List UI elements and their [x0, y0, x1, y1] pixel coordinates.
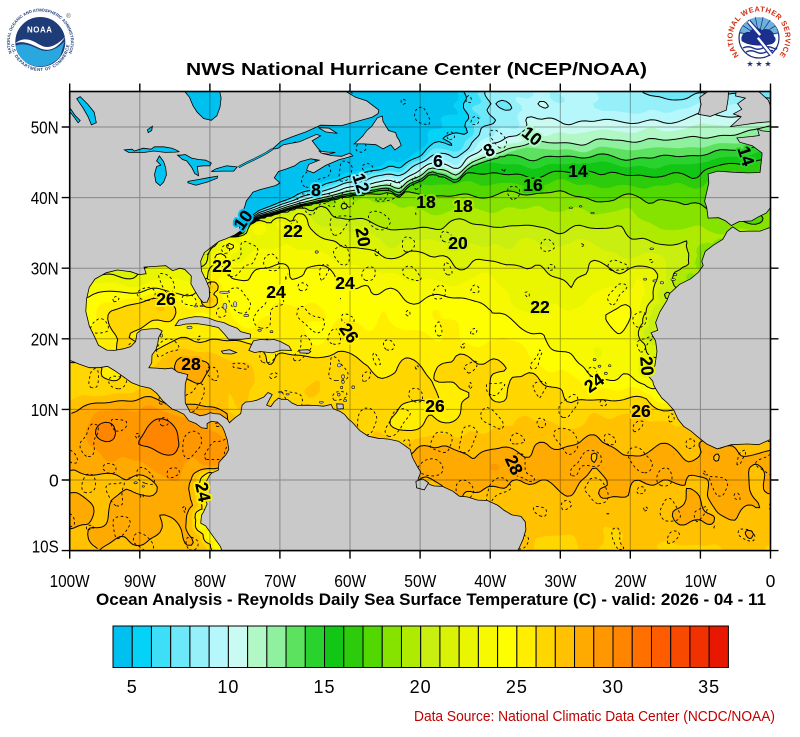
svg-text:70W: 70W [264, 571, 296, 591]
svg-text:22: 22 [212, 256, 232, 276]
svg-text:40W: 40W [474, 571, 506, 591]
svg-text:0: 0 [49, 471, 59, 491]
svg-text:25: 25 [506, 677, 528, 697]
svg-text:6: 6 [433, 151, 443, 171]
svg-text:18: 18 [453, 196, 473, 216]
svg-text:18: 18 [453, 196, 473, 216]
svg-text:20: 20 [636, 355, 658, 376]
svg-text:8: 8 [311, 180, 321, 200]
svg-text:★: ★ [746, 60, 753, 69]
svg-text:Ocean Analysis - Reynolds Dail: Ocean Analysis - Reynolds Daily Sea Surf… [96, 590, 766, 609]
svg-text:8: 8 [311, 180, 321, 200]
svg-text:24: 24 [191, 480, 215, 503]
svg-text:5: 5 [127, 677, 138, 697]
svg-text:26: 26 [631, 401, 651, 421]
svg-text:20: 20 [410, 677, 432, 697]
svg-text:★: ★ [755, 60, 762, 69]
svg-text:0: 0 [766, 571, 776, 591]
svg-text:26: 26 [425, 396, 445, 416]
svg-text:60W: 60W [334, 571, 366, 591]
svg-text:10N: 10N [31, 400, 59, 420]
svg-text:40N: 40N [31, 188, 59, 208]
svg-text:22: 22 [530, 297, 550, 317]
svg-text:30N: 30N [31, 259, 59, 279]
svg-text:®: ® [66, 13, 71, 20]
svg-text:24: 24 [335, 273, 355, 293]
svg-text:30W: 30W [544, 571, 576, 591]
svg-text:Data Source: National Climatic: Data Source: National Climatic Data Cent… [414, 709, 775, 725]
svg-text:26: 26 [156, 289, 176, 309]
svg-text:26: 26 [425, 396, 445, 416]
svg-text:10S: 10S [32, 537, 59, 557]
svg-text:26: 26 [156, 289, 176, 309]
svg-text:10: 10 [217, 677, 239, 697]
svg-text:22: 22 [283, 221, 303, 241]
svg-text:20: 20 [448, 233, 468, 253]
svg-text:24: 24 [266, 282, 286, 302]
svg-text:28: 28 [181, 354, 201, 374]
svg-text:20W: 20W [615, 571, 647, 591]
svg-text:26: 26 [631, 401, 651, 421]
svg-text:100W: 100W [50, 571, 90, 591]
svg-text:24: 24 [335, 273, 355, 293]
svg-text:90W: 90W [124, 571, 156, 591]
svg-text:15: 15 [313, 677, 335, 697]
svg-text:18: 18 [416, 192, 436, 212]
svg-text:20: 20 [351, 226, 374, 249]
svg-text:20: 20 [448, 233, 468, 253]
svg-text:28: 28 [181, 354, 201, 374]
svg-text:22: 22 [283, 221, 303, 241]
svg-text:30: 30 [602, 677, 624, 697]
svg-text:50N: 50N [31, 118, 59, 138]
svg-text:50W: 50W [404, 571, 436, 591]
svg-text:22: 22 [530, 297, 550, 317]
svg-text:NOAA: NOAA [27, 26, 53, 35]
svg-text:14: 14 [568, 161, 588, 181]
svg-text:80W: 80W [194, 571, 226, 591]
svg-text:35: 35 [698, 677, 720, 697]
svg-text:22: 22 [212, 256, 232, 276]
svg-text:24: 24 [191, 480, 215, 503]
svg-text:6: 6 [433, 151, 443, 171]
svg-text:16: 16 [523, 175, 543, 195]
svg-text:★: ★ [764, 60, 771, 69]
svg-text:20: 20 [636, 355, 658, 376]
svg-text:NWS National Hurricane Center: NWS National Hurricane Center (NCEP/NOAA… [186, 59, 647, 79]
svg-text:24: 24 [266, 282, 286, 302]
svg-text:20N: 20N [31, 329, 59, 349]
svg-text:14: 14 [568, 161, 588, 181]
svg-text:18: 18 [416, 192, 436, 212]
svg-text:10W: 10W [685, 571, 717, 591]
svg-text:16: 16 [523, 175, 543, 195]
